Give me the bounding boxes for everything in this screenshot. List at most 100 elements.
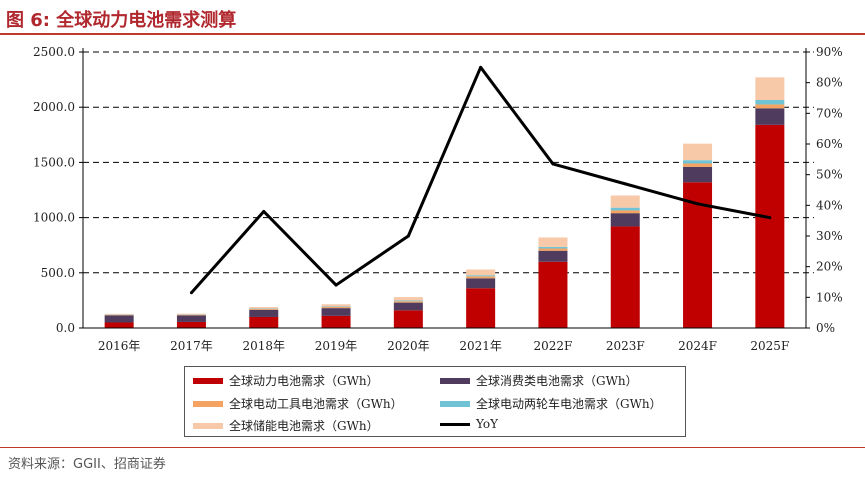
bar-segment [104,313,134,315]
bar-segment [755,104,785,109]
bar-segment [104,314,134,316]
bar-segment [321,304,351,307]
legend-item-yoy: YoY [440,417,498,431]
bar-segment [755,100,785,105]
x-tick-label: 2024F [678,339,717,353]
bar-segment [538,248,568,251]
bar-segment [610,226,640,328]
legend-label-twowheeler: 全球电动两轮车电池需求（GWh） [476,397,662,411]
bar-segment [466,288,496,328]
legend-item-twowheeler: 全球电动两轮车电池需求（GWh） [440,395,662,412]
bar-segment [610,195,640,208]
bar-segment [321,306,351,308]
yoy-point [334,283,338,287]
bar-segment [249,309,279,310]
bar-segment [393,302,423,311]
right-tick-label: 50% [816,168,843,182]
right-axis-labels: 90% 80% 70% 60% 50% 40% 30% 20% 10% 0% [816,45,843,335]
x-tick-label: 2017年 [170,339,213,353]
x-tick-label: 2023F [606,339,645,353]
bar-segment [538,246,568,249]
x-tick-label: 2020年 [387,339,430,353]
x-tick-label: 2025F [750,339,789,353]
right-tick-label: 10% [816,290,843,304]
bar-segment [321,307,351,309]
bar-segment [755,77,785,101]
legend-item-tool: 全球电动工具电池需求（GWh） [193,395,403,412]
footer-rule [0,447,865,448]
x-axis-labels: 2016年 2017年 2018年 2019年 2020年 2021年 2022F 2023F… [98,339,789,353]
right-tick-label: 0% [816,321,835,335]
legend-label-tool: 全球电动工具电池需求（GWh） [229,397,403,411]
bar-segment [610,210,640,214]
legend-swatch-storage [193,422,223,429]
bar-segment [683,166,713,183]
bar-segment [104,315,134,323]
bar-segment [755,108,785,125]
right-tick-label: 70% [816,106,843,120]
legend-swatch-power [193,377,223,384]
left-tick-label: 0.0 [56,321,75,335]
legend-swatch-tool [193,400,223,407]
left-tick-label: 2500.0 [33,45,75,59]
bar-segment [321,315,351,328]
bar-segment [538,237,568,247]
yoy-line [189,65,772,295]
x-tick-label: 2018年 [242,339,285,353]
bar-segment [249,316,279,328]
figure-title: 图 6: 全球动力电池需求测算 [6,10,237,31]
left-axis-labels: 2500.0 2000.0 1500.0 1000.0 500.0 0.0 [33,45,75,335]
bar-segment [610,207,640,211]
yoy-point [551,162,555,166]
left-tick-label: 1500.0 [33,155,75,169]
source-note: 资料来源：GGII、招商证券 [8,457,166,472]
x-tick-label: 2022F [534,339,573,353]
bar-segment [176,315,206,322]
bar-segment [176,313,206,315]
legend-swatch-consumer [440,377,470,384]
bar-segment [466,278,496,289]
bar-segment [393,310,423,328]
bar-segment [104,322,134,328]
yoy-point [696,202,700,206]
bar-segment [321,308,351,316]
yoy-point [768,216,772,220]
legend-item-power: 全球动力电池需求（GWh） [193,372,379,389]
legend-item-storage: 全球储能电池需求（GWh） [193,417,379,434]
yoy-point [479,65,483,69]
x-tick-label: 2019年 [315,339,358,353]
axes [79,48,810,329]
bar-segment [393,301,423,303]
left-tick-label: 2000.0 [33,100,75,114]
left-tick-label: 500.0 [41,266,75,280]
legend-item-consumer: 全球消费类电池需求（GWh） [440,372,638,389]
grid-lines [83,51,814,274]
yoy-point [262,209,266,213]
legend: 全球动力电池需求（GWh） 全球消费类电池需求（GWh） 全球电动工具电池需求（… [184,366,686,437]
bar-segment [683,160,713,164]
right-tick-label: 90% [816,45,843,59]
right-tick-label: 80% [816,76,843,90]
bar-segment [466,269,496,276]
title-rule [0,33,865,35]
bar-segment [683,143,713,161]
legend-line-yoy [440,422,470,426]
chart-area: 2500.0 2000.0 1500.0 1000.0 500.0 0.0 90% 80% 7… [33,45,843,353]
bar-segment [755,124,785,328]
legend-swatch-twowheeler [440,400,470,407]
yoy-point [623,182,627,186]
bar-segment [683,163,713,167]
yoy-point [406,234,410,238]
bar-segment [393,300,423,302]
right-tick-label: 30% [816,229,843,243]
bar-segment [466,275,496,277]
legend-label-power: 全球动力电池需求（GWh） [229,374,379,388]
bar-segment [176,321,206,328]
bar-segment [466,276,496,279]
bar-segment [249,307,279,309]
yoy-point [189,291,193,295]
right-tick-label: 40% [816,198,843,212]
right-tick-label: 60% [816,137,843,151]
legend-label-yoy: YoY [476,417,499,431]
legend-label-consumer: 全球消费类电池需求（GWh） [476,374,638,388]
